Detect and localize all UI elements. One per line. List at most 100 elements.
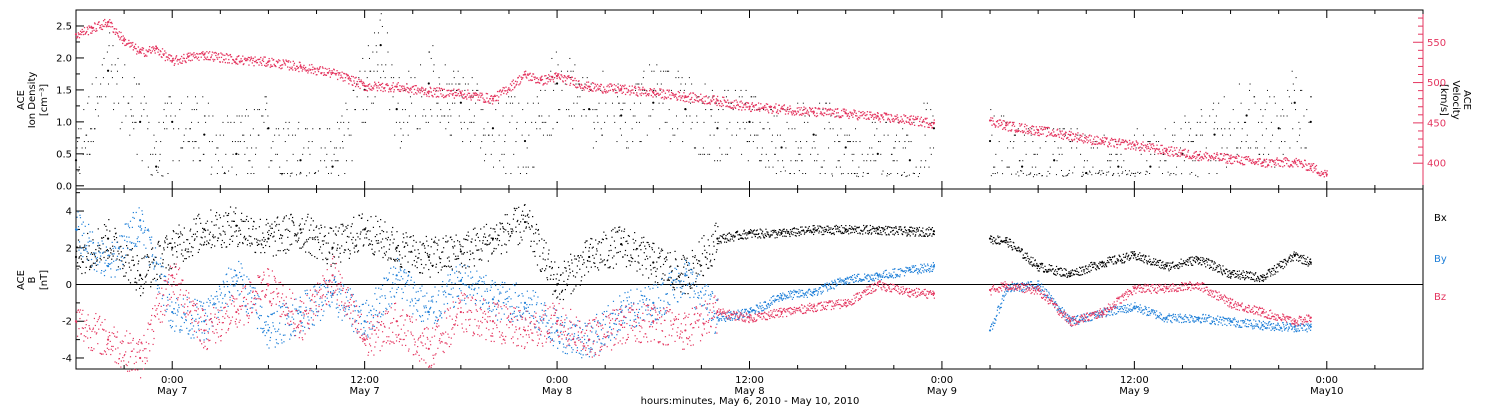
velocity-dot <box>724 101 727 103</box>
bx-dot <box>150 286 152 288</box>
velocity-dot <box>313 67 316 69</box>
bx-point <box>331 246 334 249</box>
velocity-dot <box>217 53 220 55</box>
density-dot <box>756 147 758 149</box>
velocity-dot <box>640 89 642 91</box>
velocity-dot <box>306 69 308 71</box>
bx-dot <box>533 240 535 242</box>
density-dot <box>903 171 905 173</box>
density-dot <box>509 102 511 104</box>
bx-dot <box>152 258 155 260</box>
density-dot <box>1027 128 1029 130</box>
density-dot <box>695 147 697 149</box>
density-dot <box>626 147 628 149</box>
bx-dot <box>287 236 289 238</box>
density-dot <box>1257 121 1259 123</box>
velocity-dot <box>570 78 572 80</box>
density-dot <box>270 160 272 162</box>
velocity-dot <box>1153 145 1155 147</box>
density-dot <box>709 134 711 136</box>
bx-dot <box>189 242 191 245</box>
density-dot <box>1028 174 1030 176</box>
bx-dot <box>635 247 638 250</box>
velocity-dot <box>1259 158 1261 160</box>
density-dot <box>1017 128 1019 130</box>
velocity-dot <box>321 72 323 74</box>
density-dot <box>775 147 777 149</box>
bx-dot <box>453 241 455 243</box>
density-dot <box>1292 83 1294 85</box>
bx-dot <box>339 252 341 254</box>
bx-dot <box>296 241 299 243</box>
velocity-dot <box>1133 145 1135 147</box>
velocity-dot <box>904 115 907 117</box>
bx-dot <box>368 243 371 245</box>
density-dot <box>666 70 668 72</box>
density-dot <box>209 141 211 143</box>
velocity-dot <box>638 89 640 91</box>
bx-dot <box>322 243 324 246</box>
velocity-dot <box>115 28 118 30</box>
bx-dot <box>133 264 135 267</box>
bx-dot <box>278 223 280 226</box>
velocity-point <box>491 97 495 100</box>
velocity-dot <box>851 114 853 116</box>
bx-dot <box>550 274 552 276</box>
velocity-dot <box>137 51 139 53</box>
velocity-dot <box>837 112 839 114</box>
bx-dot <box>534 232 537 234</box>
bx-dot <box>454 245 456 247</box>
density-dot <box>1020 170 1022 172</box>
density-dot <box>668 109 670 111</box>
bx-dot <box>367 230 369 232</box>
top-left-ytick-label: 1.0 <box>56 117 72 128</box>
velocity-dot <box>191 59 193 61</box>
velocity-dot <box>1236 157 1238 159</box>
velocity-dot <box>1030 130 1032 133</box>
density-dot <box>810 153 812 155</box>
density-dot <box>1039 147 1041 149</box>
velocity-dot <box>241 60 243 63</box>
velocity-dot <box>539 82 541 84</box>
velocity-dot <box>682 95 684 97</box>
density-dot <box>801 160 803 162</box>
velocity-dot <box>885 114 887 116</box>
density-dot <box>283 128 285 130</box>
velocity-dot <box>1144 150 1146 152</box>
density-dot <box>1288 96 1290 98</box>
bx-dot <box>511 228 514 230</box>
velocity-dot <box>473 93 476 95</box>
velocity-dot <box>211 51 214 53</box>
velocity-dot <box>1315 168 1317 170</box>
bx-dot <box>590 237 592 240</box>
density-dot <box>1233 128 1235 130</box>
velocity-dot <box>679 95 681 97</box>
bx-dot <box>246 215 248 218</box>
velocity-dot <box>1072 132 1074 135</box>
bx-dot <box>261 244 263 246</box>
bx-dot <box>325 242 327 244</box>
bx-dot <box>430 262 432 264</box>
bx-dot <box>117 250 119 252</box>
velocity-dot <box>204 52 206 54</box>
velocity-dot <box>917 115 919 118</box>
bx-dot <box>454 258 456 260</box>
density-dot <box>1087 173 1089 175</box>
density-dot <box>1000 115 1002 117</box>
velocity-dot <box>1018 130 1020 132</box>
velocity-dot <box>165 52 167 54</box>
velocity-dot <box>1083 140 1085 142</box>
velocity-dot <box>835 112 838 114</box>
velocity-dot <box>901 121 903 123</box>
bx-dot <box>510 230 513 233</box>
density-dot <box>1210 160 1212 162</box>
velocity-dot <box>1312 163 1315 165</box>
velocity-dot <box>264 56 266 58</box>
velocity-dot <box>695 95 697 97</box>
bx-dot <box>594 262 596 264</box>
velocity-dot <box>193 52 195 54</box>
density-dot <box>403 89 405 91</box>
density-dot <box>87 141 89 143</box>
density-dot <box>1226 166 1228 168</box>
density-dot <box>79 173 81 175</box>
